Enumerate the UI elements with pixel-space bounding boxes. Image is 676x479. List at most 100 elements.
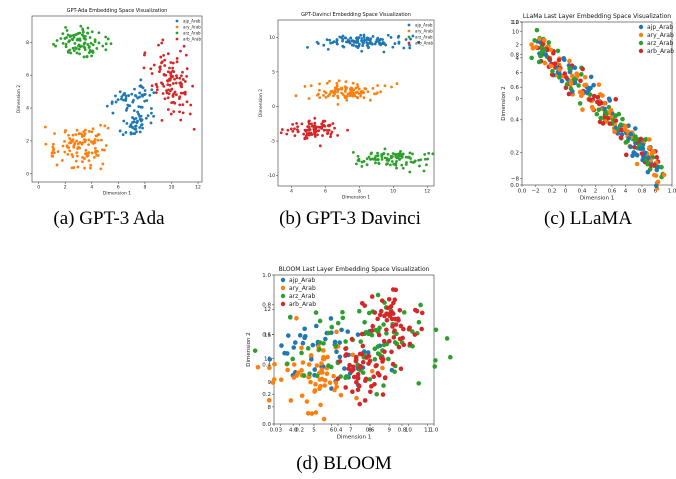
data-point-ajp_Arab [132, 109, 136, 112]
data-point-ajp_Arab [313, 323, 319, 329]
data-point-ary_Arab [72, 145, 76, 149]
data-point-arz_Arab [529, 55, 534, 61]
legend-marker [638, 40, 644, 46]
data-point-ajp_Arab [381, 42, 385, 46]
data-point-ary_Arab [96, 138, 100, 142]
data-point-arb_Arab [564, 75, 569, 80]
data-point-arz_Arab [433, 327, 439, 333]
data-point-arb_Arab [180, 85, 184, 89]
data-point-arb_Arab [654, 155, 660, 160]
data-point-arb_Arab [184, 53, 188, 57]
data-point-ary_Arab [92, 139, 96, 143]
data-point-arz_Arab [577, 101, 583, 106]
data-point-ajp_Arab [645, 169, 651, 175]
data-point-arb_Arab [382, 375, 388, 380]
data-point-ajp_Arab [561, 57, 567, 63]
data-point-arb_Arab [161, 38, 165, 42]
data-point-arb_Arab [178, 110, 181, 114]
data-point-arz_Arab [305, 346, 311, 351]
data-point-arz_Arab [376, 154, 380, 158]
data-point-ajp_Arab [350, 39, 354, 43]
data-point-ajp_Arab [282, 350, 287, 356]
x-axis-label: Dimension 1 [103, 190, 131, 196]
data-point-arb_Arab [353, 358, 359, 364]
data-point-ajp_Arab [373, 42, 377, 46]
legend-marker [175, 37, 179, 41]
y-tick-label: 5 [272, 69, 275, 75]
data-point-arb_Arab [300, 122, 304, 126]
data-point-ajp_Arab [628, 131, 634, 137]
data-point-arz_Arab [340, 315, 346, 321]
data-point-ary_Arab [306, 362, 312, 367]
data-point-ary_Arab [66, 152, 70, 156]
data-point-ary_Arab [63, 150, 67, 154]
data-point-ajp_Arab [300, 340, 306, 346]
data-point-ajp_Arab [312, 367, 318, 372]
data-point-arb_Arab [159, 55, 163, 59]
chart-panel-d: BLOOM Last Layer Embedding Space Visuali… [244, 260, 453, 445]
data-point-arb_Arab [306, 133, 310, 137]
data-point-ary_Arab [395, 82, 399, 85]
data-point-arz_Arab [401, 166, 405, 170]
data-point-ary_Arab [68, 137, 72, 140]
data-point-arb_Arab [549, 72, 555, 77]
data-point-ajp_Arab [127, 94, 130, 97]
data-point-ajp_Arab [133, 87, 136, 91]
data-point-arz_Arab [290, 356, 296, 362]
data-point-arb_Arab [387, 313, 393, 319]
data-point-arz_Arab [375, 292, 381, 298]
data-point-ajp_Arab [626, 136, 632, 141]
legend-label: arb_Arab [647, 48, 674, 55]
data-point-ary_Arab [77, 132, 81, 135]
data-point-arz_Arab [317, 318, 323, 324]
data-point-ajp_Arab [391, 45, 395, 49]
data-point-ajp_Arab [386, 33, 390, 37]
data-point-arb_Arab [588, 97, 593, 102]
data-point-ary_Arab [87, 138, 91, 142]
data-point-arb_Arab [369, 294, 375, 299]
data-point-ary_Arab [86, 153, 90, 157]
data-point-ary_Arab [359, 94, 363, 98]
data-point-arz_Arab [387, 158, 391, 162]
data-point-ary_Arab [74, 159, 78, 163]
legend-label: arz_Arab [647, 40, 674, 47]
data-point-arb_Arab [346, 366, 352, 372]
data-point-arz_Arab [384, 331, 389, 336]
data-point-arz_Arab [345, 374, 350, 379]
data-point-arz_Arab [659, 164, 664, 170]
data-point-ary_Arab [90, 151, 94, 155]
data-point-ajp_Arab [111, 111, 115, 115]
data-point-arz_Arab [356, 154, 360, 158]
data-point-arb_Arab [182, 44, 186, 48]
data-point-arz_Arab [301, 373, 307, 379]
legend-marker [280, 293, 286, 299]
data-point-ajp_Arab [362, 41, 365, 45]
data-point-arb_Arab [327, 128, 331, 132]
y-tick-label: 0.6 [510, 85, 519, 91]
data-point-arb_Arab [320, 122, 324, 126]
data-point-arz_Arab [93, 38, 97, 42]
data-point-arz_Arab [375, 344, 381, 349]
data-point-arz_Arab [374, 391, 380, 397]
data-point-arb_Arab [155, 88, 159, 92]
x-tick-label: 0 [37, 185, 40, 191]
x-tick-label: 4 [90, 185, 93, 191]
data-point-ajp_Arab [328, 316, 334, 321]
data-point-ary_Arab [646, 137, 652, 142]
data-point-ary_Arab [324, 371, 330, 377]
data-point-arb_Arab [369, 384, 374, 389]
data-point-arb_Arab [178, 95, 182, 99]
data-point-ajp_Arab [632, 126, 638, 131]
data-point-ary_Arab [99, 167, 103, 171]
data-point-arz_Arab [546, 40, 552, 45]
data-point-ajp_Arab [110, 100, 114, 104]
data-point-ajp_Arab [122, 119, 126, 123]
data-point-ary_Arab [50, 151, 54, 155]
data-point-ary_Arab [362, 96, 366, 100]
data-point-arb_Arab [171, 82, 175, 85]
data-point-arb_Arab [307, 119, 311, 123]
data-point-ary_Arab [312, 388, 318, 393]
data-point-ajp_Arab [138, 91, 142, 95]
data-point-arb_Arab [396, 344, 402, 350]
data-point-ajp_Arab [267, 357, 273, 362]
